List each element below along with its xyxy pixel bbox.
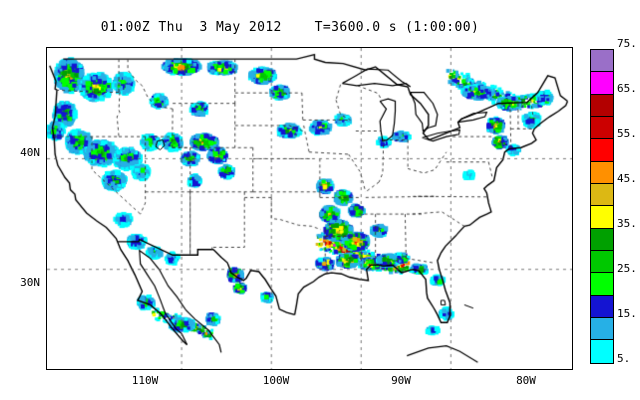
colorbar-band [591,206,613,229]
colorbar-band [591,117,613,140]
colorbar-band [591,228,613,252]
colorbar-band [591,72,613,95]
colorbar-tick: 45. [617,172,637,185]
colorbar-band [591,139,613,162]
colorbar-tick: 55. [617,127,637,140]
colorbar [590,49,614,364]
reflectivity-raster [47,48,572,369]
colorbar-band [591,161,613,185]
colorbar-band [591,295,613,319]
colorbar-tick: 25. [617,262,637,275]
lon-tick-label: 90W [391,374,411,387]
colorbar-tick: 65. [617,82,637,95]
colorbar-tick: 35. [617,217,637,230]
colorbar-band [591,340,613,363]
lon-tick-label: 80W [516,374,536,387]
lon-tick-label: 110W [131,374,159,387]
lat-tick-label: 30N [20,276,40,289]
colorbar-band [591,273,613,296]
colorbar-tick: 5. [617,352,631,365]
colorbar-band [591,94,613,118]
map-panel [46,47,573,370]
figure-title: 01:00Z Thu 3 May 2012 T=3600.0 s (1:00:0… [100,20,480,35]
colorbar-tick: 75. [617,37,637,50]
colorbar-tick-labels: 75. 65. 55. 45. 35. 25. 15. 5. [615,37,640,380]
colorbar-band [591,251,613,274]
colorbar-band [591,318,613,341]
colorbar-band [591,184,613,207]
lon-tick-label: 100W [262,374,290,387]
colorbar-band [591,50,613,73]
colorbar-tick: 15. [617,307,637,320]
lat-tick-label: 40N [20,146,40,159]
